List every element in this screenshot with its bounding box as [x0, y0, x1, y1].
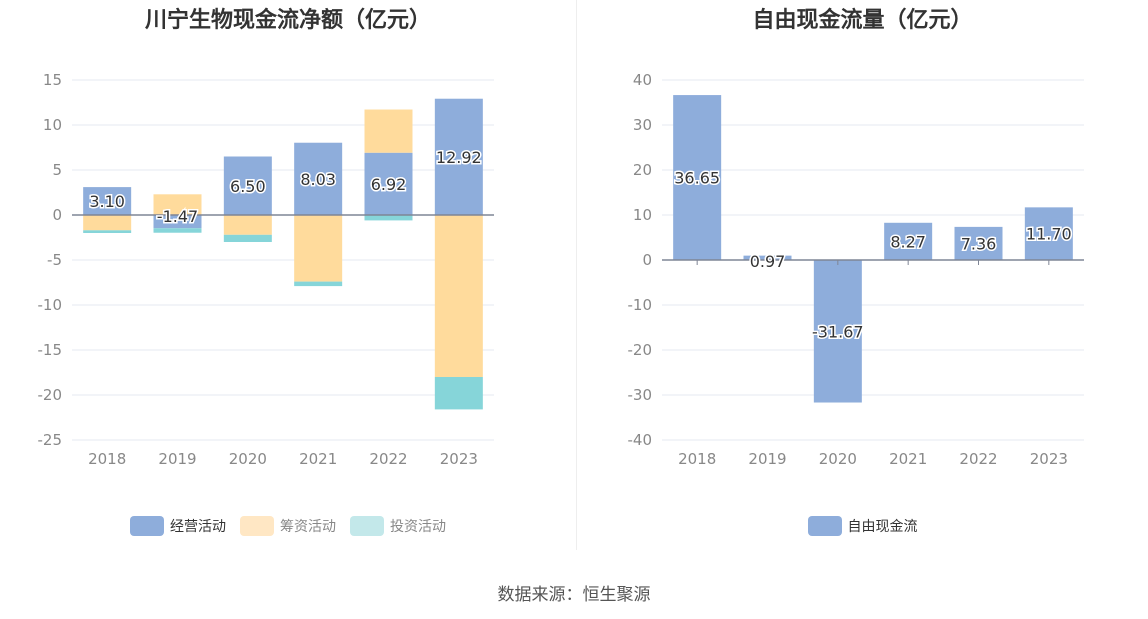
- panel-divider: [576, 0, 577, 550]
- y-tick-label: -20: [628, 341, 653, 359]
- chart-title: 川宁生物现金流净额（亿元）: [144, 8, 431, 33]
- bar-financing: [364, 109, 413, 153]
- legend-item-fcf[interactable]: 自由现金流: [807, 516, 918, 536]
- data-label: 11.70: [1026, 225, 1072, 244]
- bar-operating: [83, 187, 132, 215]
- x-tick-label: 2020: [819, 450, 857, 468]
- cashflow-net-chart: 15 10 5 0 -5 -10 -15 -20 -25 2018 2019 2020 2021 2022…: [38, 71, 494, 468]
- legend-swatch-investing: [350, 516, 384, 536]
- bar-investing: [83, 230, 132, 233]
- legend-item-investing[interactable]: 投资活动: [350, 516, 446, 536]
- y-tick-label: -40: [628, 431, 653, 449]
- y-tick-label: 0: [52, 206, 62, 224]
- y-tick-label: -15: [38, 341, 63, 359]
- legend-item-operating[interactable]: 经营活动: [130, 516, 226, 536]
- bar-investing: [364, 215, 413, 221]
- free-cashflow-chart-panel: 自由现金流量（亿元） 40 30 20 10 0 -10 -20 -30 -40 2018 2019…: [577, 0, 1148, 550]
- data-label: 6.92: [371, 175, 407, 194]
- legend-label-financing: 筹资活动: [280, 519, 336, 535]
- y-tick-label: 30: [633, 116, 652, 134]
- bar-investing: [153, 228, 202, 233]
- x-tick-label: 2023: [1030, 450, 1068, 468]
- y-tick-label: -30: [628, 386, 653, 404]
- x-tick-label: 2021: [299, 450, 337, 468]
- y-tick-label: 10: [43, 116, 62, 134]
- bar-investing: [434, 377, 483, 410]
- bar-operating: [434, 98, 483, 215]
- y-tick-label: 5: [52, 161, 62, 179]
- data-label: 7.36: [961, 234, 997, 253]
- legend-label-operating: 经营活动: [170, 519, 226, 535]
- bar-operating: [364, 152, 413, 215]
- x-tick-label: 2021: [889, 450, 927, 468]
- free-cashflow-chart: 40 30 20 10 0 -10 -20 -30 -40 2018 2019 2020 2021 202…: [628, 71, 1084, 468]
- bar-fcf: [1024, 207, 1073, 260]
- bar-investing: [294, 281, 343, 287]
- data-source: 数据来源：恒生聚源: [497, 585, 651, 605]
- data-label: -1.47: [157, 207, 198, 226]
- bar-operating: [223, 156, 272, 215]
- data-label: 12.92: [436, 148, 482, 167]
- x-tick-label: 2022: [369, 450, 407, 468]
- bar-financing: [153, 194, 202, 215]
- y-tick-label: 15: [43, 71, 62, 89]
- bar-fcf: [743, 255, 792, 260]
- legend-swatch-operating: [130, 516, 164, 536]
- bar-financing: [294, 215, 343, 282]
- x-tick-label: 2019: [748, 450, 786, 468]
- chart-legend: 自由现金流: [577, 516, 1148, 536]
- y-tick-label: 0: [642, 251, 652, 269]
- bar-fcf: [954, 226, 1003, 260]
- bar-fcf: [884, 222, 933, 260]
- y-tick-label: 20: [633, 161, 652, 179]
- legend-label-investing: 投资活动: [390, 519, 446, 535]
- bar-fcf: [673, 95, 722, 260]
- x-tick-label: 2023: [440, 450, 478, 468]
- bar-investing: [223, 234, 272, 242]
- legend-label-fcf: 自由现金流: [847, 519, 918, 535]
- y-tick-label: -10: [38, 296, 63, 314]
- bar-financing: [83, 215, 132, 231]
- x-tick-label: 2020: [229, 450, 267, 468]
- y-tick-label: -20: [38, 386, 63, 404]
- data-label: -31.67: [812, 322, 864, 341]
- bar-fcf: [813, 260, 862, 403]
- y-tick-label: -10: [628, 296, 653, 314]
- legend-swatch-financing: [240, 516, 274, 536]
- legend-swatch-fcf: [807, 516, 842, 536]
- x-tick-label: 2022: [959, 450, 997, 468]
- legend-item-financing[interactable]: 筹资活动: [240, 516, 336, 536]
- y-tick-label: 10: [633, 206, 652, 224]
- cashflow-net-chart-panel: 川宁生物现金流净额（亿元） 15 10 5 0 -5 -10 -15 -20 -25 2018 20…: [0, 0, 576, 550]
- data-label: 3.10: [89, 192, 125, 211]
- data-label: 0.97: [750, 252, 786, 271]
- bar-financing: [223, 215, 272, 235]
- data-label: 8.27: [890, 232, 926, 251]
- y-tick-label: 40: [633, 71, 652, 89]
- x-tick-label: 2018: [678, 450, 716, 468]
- chart-title: 自由现金流量（亿元）: [752, 8, 973, 33]
- bar-operating: [153, 215, 202, 229]
- x-tick-label: 2018: [88, 450, 126, 468]
- y-tick-label: -25: [38, 431, 63, 449]
- data-label: 8.03: [300, 170, 336, 189]
- y-tick-label: -5: [47, 251, 62, 269]
- data-label: 36.65: [674, 169, 720, 188]
- bar-operating: [294, 142, 343, 215]
- bar-financing: [434, 215, 483, 377]
- chart-legend: 经营活动 筹资活动 投资活动: [0, 516, 576, 536]
- x-tick-label: 2019: [158, 450, 196, 468]
- data-label: 6.50: [230, 177, 266, 196]
